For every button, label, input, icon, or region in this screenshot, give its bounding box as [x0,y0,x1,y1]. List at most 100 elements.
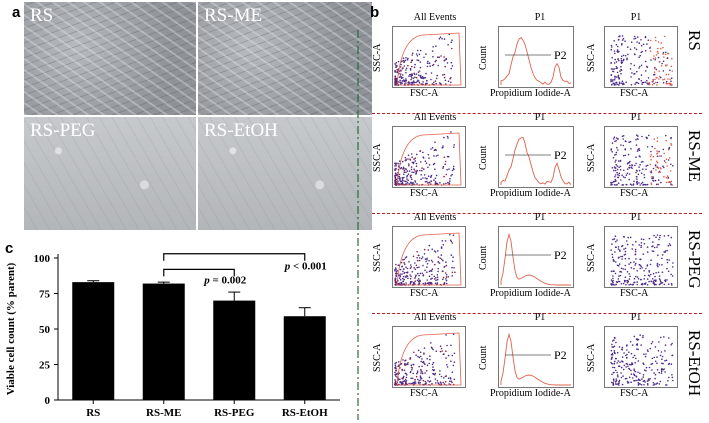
event-dot [403,83,406,85]
event-dot [394,63,396,65]
event-dot [653,356,655,359]
event-dot [421,257,423,260]
event-dot [637,384,640,386]
event-dot [611,243,613,245]
event-dot [626,271,629,273]
event-dot [653,283,656,286]
event-dot [661,358,663,360]
event-dot [399,180,402,183]
event-dot [394,362,396,365]
event-dot [665,359,668,362]
event-dot [633,261,635,263]
event-dot [401,60,403,62]
event-dot [628,161,630,164]
event-dot [399,79,401,82]
event-dot [648,271,651,273]
event-dot [401,80,404,82]
event-dot [394,373,396,376]
event-dot [631,248,633,250]
event-dot [443,156,446,159]
event-dot [619,361,621,363]
event-dot [451,266,453,269]
event-dot [444,240,447,242]
event-dot [394,284,397,286]
event-dot [451,371,454,373]
event-dot [416,371,419,374]
event-dot [638,169,641,172]
event-dot [399,381,401,383]
event-dot [657,41,660,43]
event-dot [431,83,434,85]
event-dot [636,348,638,350]
event-dot [656,356,658,358]
event-dot [630,41,633,43]
event-dot [624,247,627,250]
event-dot [661,362,663,365]
event-dot [424,181,427,183]
event-dot [615,261,617,263]
event-dot [636,178,638,180]
event-dot [656,150,658,152]
event-dot [408,170,411,172]
event-dot [651,278,654,280]
event-dot [394,174,397,177]
event-dot [656,77,658,79]
event-dot [412,255,415,258]
event-dot [668,243,671,245]
event-dot [429,380,432,382]
event-dot [450,254,453,256]
event-dot [617,182,620,184]
event-dot [651,176,653,178]
event-dot [635,139,637,141]
event-dot [615,82,618,84]
event-dot [407,158,409,160]
event-dot [611,343,613,346]
event-dot [616,50,618,52]
event-dot [653,71,656,73]
event-dot [416,49,419,52]
event-dot [660,370,663,373]
event-dot [394,382,396,385]
event-dot [403,380,405,383]
event-dot [449,177,451,180]
event-dot [445,278,447,280]
event-dot [433,179,435,181]
event-dot [651,250,654,252]
event-dot [435,45,437,47]
event-dot [400,70,402,72]
event-dot [405,382,407,385]
event-dot [629,48,632,51]
event-dot [424,258,427,260]
event-dot [407,64,409,67]
event-dot [402,57,405,59]
event-dot [406,176,408,178]
event-dot [418,53,421,56]
event-dot [665,51,667,54]
histogram-curve [500,332,571,386]
event-dot [422,177,424,179]
event-dot [647,77,650,79]
event-dot [641,50,643,53]
event-dot [409,358,411,360]
row-separator [372,213,702,214]
event-dot [634,73,636,75]
event-dot [650,170,653,172]
event-dot [405,57,407,59]
event-dot [649,273,652,276]
event-dot [442,270,444,273]
event-dot [646,79,648,82]
event-dot [652,272,655,275]
event-dot [414,157,417,159]
event-dot [671,57,673,60]
event-dot [633,47,636,49]
event-dot [631,164,633,167]
event-dot [613,136,616,138]
event-dot [405,78,407,80]
event-dot [616,281,619,284]
event-dot [625,140,627,143]
event-dot [410,166,413,168]
event-dot [405,372,407,375]
event-dot [444,79,447,82]
event-dot [443,76,446,79]
event-dot [435,350,437,352]
